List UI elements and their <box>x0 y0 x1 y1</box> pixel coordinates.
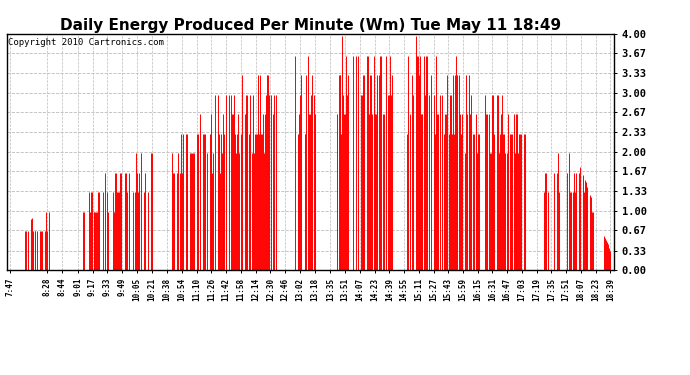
Text: Copyright 2010 Cartronics.com: Copyright 2010 Cartronics.com <box>8 39 164 48</box>
Title: Daily Energy Produced Per Minute (Wm) Tue May 11 18:49: Daily Energy Produced Per Minute (Wm) Tu… <box>60 18 561 33</box>
